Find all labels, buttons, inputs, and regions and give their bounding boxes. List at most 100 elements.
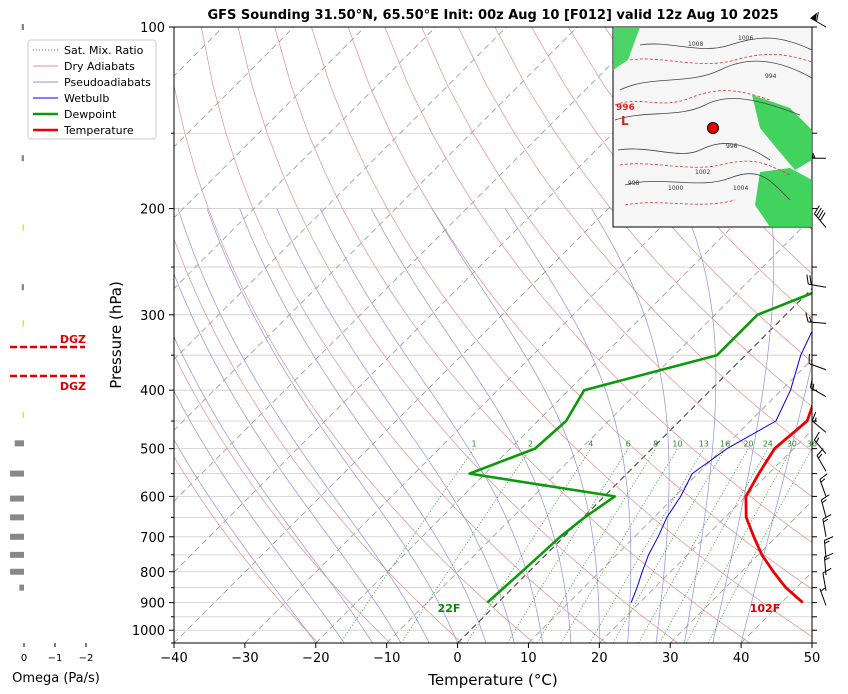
omega-tick-label: −2 bbox=[79, 653, 94, 664]
omega-bar bbox=[10, 551, 24, 558]
wind-barb-half-feather bbox=[820, 587, 826, 592]
mixing-ratio-line bbox=[685, 448, 793, 643]
mixing-ratio-label: 30 bbox=[787, 440, 797, 449]
wind-barb-full-feather bbox=[819, 212, 826, 221]
isotherm-line bbox=[811, 642, 812, 643]
inset-green-area-northwest bbox=[613, 27, 640, 70]
inset-thickness-line bbox=[619, 160, 791, 176]
mixing-ratio-label: 6 bbox=[626, 440, 631, 449]
dgz-bottom-label: DGZ bbox=[60, 380, 86, 393]
wind-barb-full-feather bbox=[809, 378, 813, 388]
inset-isobar-label: 996 bbox=[726, 143, 738, 150]
inset-isobar bbox=[639, 37, 812, 51]
wind-barb bbox=[823, 536, 834, 559]
wind-barb bbox=[822, 514, 832, 537]
x-tick-label: −10 bbox=[373, 651, 400, 666]
mixing-ratio-line bbox=[638, 448, 749, 643]
wind-barb bbox=[823, 552, 834, 576]
mixing-ratio-line bbox=[466, 448, 592, 643]
inset-isobar-label: 994 bbox=[765, 73, 777, 80]
moist-adiabat-line bbox=[684, 208, 717, 643]
moist-adiabat-line bbox=[206, 208, 458, 643]
omega-tick-label: 0 bbox=[21, 653, 27, 664]
omega-tick-label: −1 bbox=[48, 653, 63, 664]
y-tick-label: 600 bbox=[140, 490, 165, 505]
wind-barb-full-feather bbox=[811, 411, 817, 422]
wind-barb-half-feather bbox=[815, 437, 820, 443]
omega-bar bbox=[21, 24, 24, 30]
wind-barb-full-feather bbox=[819, 473, 828, 480]
isotherm-line bbox=[174, 27, 578, 431]
omega-bar bbox=[10, 495, 24, 502]
x-axis-label: Temperature (°C) bbox=[427, 671, 557, 689]
wind-barb bbox=[819, 587, 827, 606]
wind-barb bbox=[822, 568, 832, 591]
wind-barb-pennant bbox=[810, 12, 818, 21]
wind-barb bbox=[811, 411, 827, 433]
isotherm-line bbox=[599, 429, 812, 643]
wind-barb-full-feather bbox=[805, 312, 809, 322]
surface-temperature-label: 102F bbox=[750, 602, 780, 615]
y-tick-label: 400 bbox=[140, 384, 165, 399]
isotherm-line bbox=[315, 146, 812, 643]
wind-barb bbox=[809, 378, 827, 398]
omega-ticks: 0 −1 −2 bbox=[21, 643, 94, 664]
moist-adiabat-line bbox=[504, 208, 632, 643]
mixing-ratio-label: 16 bbox=[720, 440, 730, 449]
y-tick-label: 900 bbox=[140, 597, 165, 612]
dgz-top-label: DGZ bbox=[60, 333, 86, 346]
chart-title: GFS Sounding 31.50°N, 65.50°E Init: 00z … bbox=[207, 8, 778, 23]
moist-adiabat-line bbox=[174, 439, 317, 643]
wind-barb-staff bbox=[822, 572, 827, 591]
omega-bar bbox=[19, 584, 24, 591]
x-tick-label: 10 bbox=[520, 651, 537, 666]
wind-barb-staff bbox=[819, 588, 827, 606]
x-tick-label: −40 bbox=[160, 651, 187, 666]
wind-barb bbox=[820, 494, 830, 518]
x-axis-ticks: −40 −30 −20 −10 0 10 20 30 40 50 bbox=[160, 643, 820, 666]
inset-map: 1008 1006 1004 1002 1000 998 996 994 996… bbox=[612, 26, 813, 228]
dry-adiabat-line bbox=[567, 27, 812, 319]
wind-barb-half-feather bbox=[818, 453, 823, 459]
dry-adiabat-line bbox=[384, 27, 812, 544]
wind-barb-staff bbox=[819, 479, 827, 497]
dry-adiabat-line bbox=[174, 456, 319, 643]
omega-panel: DGZ DGZ 0 −1 −2 Omega (Pa/s) bbox=[10, 24, 100, 686]
wind-barb bbox=[819, 473, 828, 497]
wind-barb-full-feather bbox=[814, 431, 820, 441]
wind-barb bbox=[814, 205, 827, 228]
inset-isobar-label: 1004 bbox=[733, 185, 748, 192]
legend: Sat. Mix. Ratio Dry Adiabats Pseudoadiab… bbox=[27, 39, 157, 140]
isotherm-line bbox=[174, 27, 295, 148]
y-tick-label: 700 bbox=[140, 531, 165, 546]
dry-adiabat-line bbox=[494, 27, 812, 407]
wind-barb-full-feather bbox=[822, 514, 832, 520]
inset-thickness-line bbox=[614, 90, 771, 106]
omega-bar bbox=[10, 470, 24, 477]
dry-adiabat-line bbox=[274, 27, 750, 643]
isotherm-line bbox=[386, 217, 812, 643]
legend-label-wetbulb: Wetbulb bbox=[64, 92, 109, 105]
wind-barb bbox=[808, 354, 827, 371]
y-tick-label: 500 bbox=[140, 443, 165, 458]
x-tick-label: 0 bbox=[453, 651, 461, 666]
wind-barb-half-feather bbox=[824, 540, 830, 544]
moist-adiabat-line bbox=[239, 208, 487, 643]
wind-barb-full-feather bbox=[824, 536, 834, 541]
omega-bar bbox=[22, 224, 24, 231]
omega-bar bbox=[14, 440, 24, 447]
y-tick-label: 300 bbox=[140, 309, 165, 324]
zero-degree-isotherm bbox=[457, 287, 812, 643]
wind-barb bbox=[814, 431, 827, 455]
inset-isobar bbox=[619, 60, 812, 91]
moist-adiabat-line bbox=[177, 208, 430, 643]
wind-barb-half-feather bbox=[812, 383, 815, 390]
mixing-ratio-labels: 1 2 4 6 8 10 13 16 20 24 30 36 bbox=[471, 440, 816, 449]
mixing-ratio-line bbox=[507, 448, 629, 643]
omega-axis-label: Omega (Pa/s) bbox=[12, 671, 100, 686]
inset-thickness-line bbox=[629, 54, 812, 64]
inset-isobar bbox=[624, 173, 791, 201]
x-tick-label: −20 bbox=[302, 651, 329, 666]
wind-barb-half-feather bbox=[809, 316, 812, 323]
wind-barb-full-feather bbox=[816, 448, 824, 456]
